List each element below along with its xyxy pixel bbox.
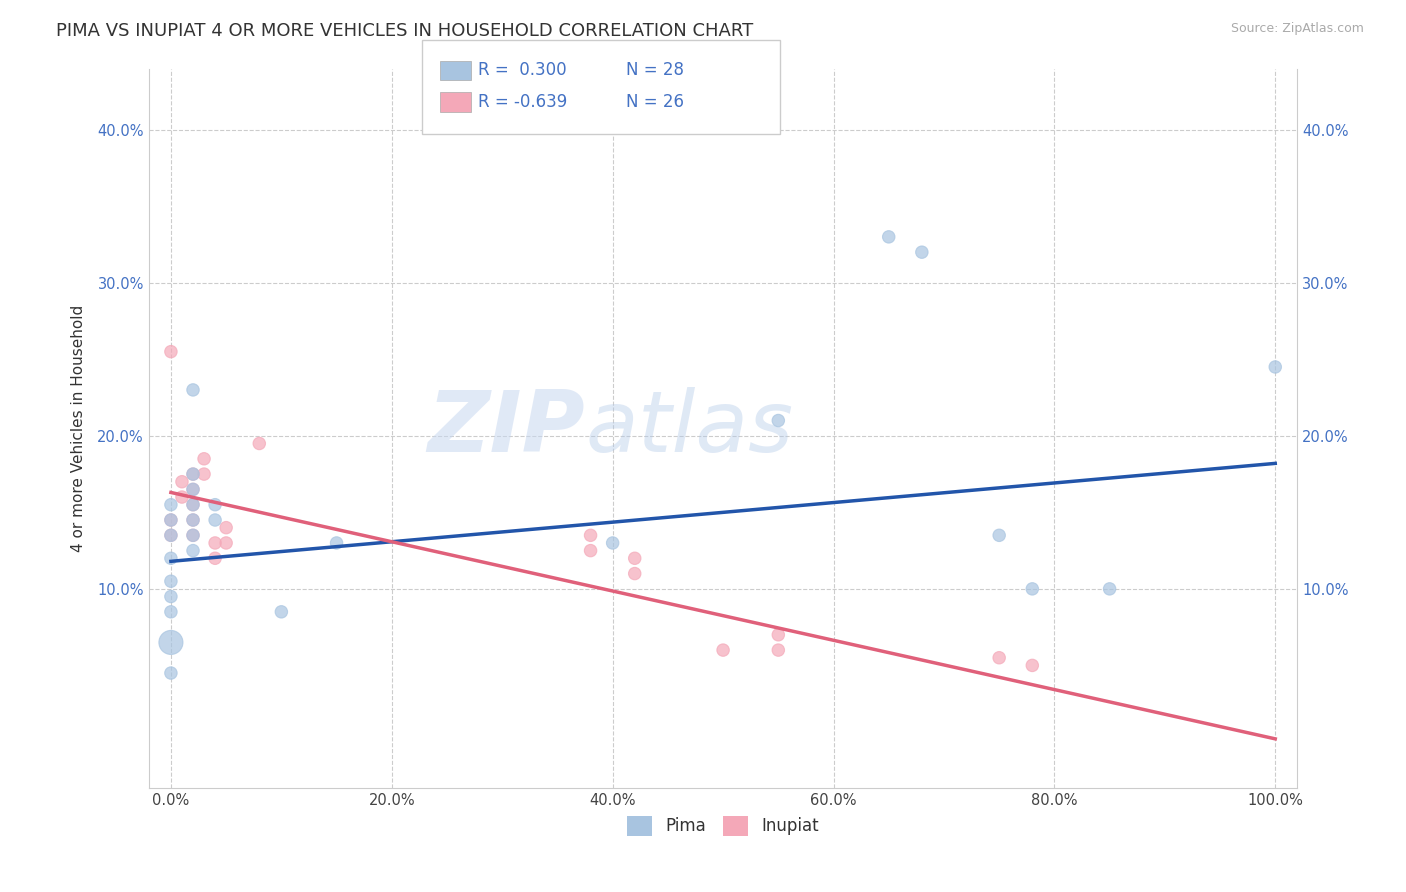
Point (204, 551, 226, 566)
Point (170, 475, 193, 489)
Point (579, 528, 602, 542)
Point (160, 498, 183, 512)
Point (711, 643, 734, 657)
Point (877, 230, 900, 244)
Point (215, 521, 238, 535)
Point (181, 498, 204, 512)
Point (181, 498, 204, 512)
Legend: Pima, Inupiat: Pima, Inupiat (619, 807, 827, 844)
Point (1021, 658, 1043, 673)
Point (160, 513, 183, 527)
Point (160, 528, 183, 542)
Point (204, 513, 226, 527)
Point (181, 513, 204, 527)
Point (160, 344, 183, 359)
Point (988, 528, 1011, 542)
Point (160, 605, 183, 619)
Text: PIMA VS INUPIAT 4 OR MORE VEHICLES IN HOUSEHOLD CORRELATION CHART: PIMA VS INUPIAT 4 OR MORE VEHICLES IN HO… (56, 22, 754, 40)
Point (270, 605, 292, 619)
Point (1264, 359, 1286, 374)
Text: ZIP: ZIP (427, 386, 585, 470)
Point (247, 436, 270, 450)
Text: R = -0.639: R = -0.639 (478, 93, 567, 111)
Point (579, 543, 602, 558)
Point (160, 574, 183, 589)
Point (160, 551, 183, 566)
Point (160, 635, 183, 649)
Point (181, 528, 204, 542)
Text: R =  0.300: R = 0.300 (478, 62, 567, 79)
Point (1021, 582, 1043, 596)
Text: N = 26: N = 26 (626, 93, 683, 111)
Text: Source: ZipAtlas.com: Source: ZipAtlas.com (1230, 22, 1364, 36)
Point (160, 513, 183, 527)
Point (181, 383, 204, 397)
Point (623, 566, 645, 581)
Y-axis label: 4 or more Vehicles in Household: 4 or more Vehicles in Household (72, 304, 86, 552)
Point (181, 528, 204, 542)
Point (911, 245, 934, 260)
Point (768, 628, 790, 642)
Point (623, 551, 645, 566)
Point (181, 467, 204, 481)
Point (215, 536, 238, 550)
Point (160, 666, 183, 681)
Point (181, 483, 204, 497)
Point (181, 483, 204, 497)
Text: atlas: atlas (585, 386, 793, 470)
Point (768, 413, 790, 427)
Point (204, 536, 226, 550)
Text: N = 28: N = 28 (626, 62, 683, 79)
Point (602, 536, 624, 550)
Point (181, 543, 204, 558)
Point (160, 590, 183, 604)
Point (204, 498, 226, 512)
Point (325, 536, 347, 550)
Point (181, 467, 204, 481)
Point (193, 467, 215, 481)
Point (181, 513, 204, 527)
Point (160, 528, 183, 542)
Point (193, 451, 215, 466)
Point (1098, 582, 1121, 596)
Point (170, 490, 193, 504)
Point (988, 650, 1011, 665)
Point (768, 643, 790, 657)
